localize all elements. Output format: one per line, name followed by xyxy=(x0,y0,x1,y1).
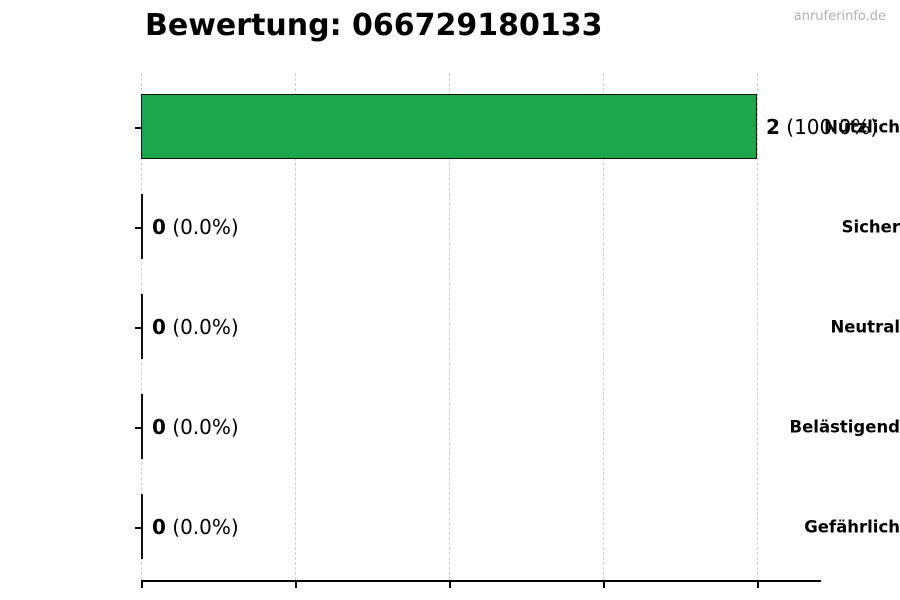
y-axis-label-sicher: Sicher xyxy=(841,217,900,237)
page-title: Bewertung: 066729180133 xyxy=(145,8,603,43)
x-axis-tick xyxy=(449,581,451,588)
data-label-count: 0 xyxy=(152,415,166,439)
y-axis-label-belaestigend: Belästigend xyxy=(789,417,900,437)
data-label-count: 2 xyxy=(766,115,780,139)
data-label-neutral: 0 (0.0%) xyxy=(152,315,239,339)
data-label-percent: (100.0%) xyxy=(786,115,879,139)
y-axis-label-nuetzlich: Nützlich xyxy=(824,117,900,137)
data-label-count: 0 xyxy=(152,515,166,539)
bar-neutral[interactable] xyxy=(141,294,143,359)
y-axis-tick xyxy=(135,127,141,129)
y-axis-label-gefaehrlich: Gefährlich xyxy=(804,517,900,537)
data-label-percent: (0.0%) xyxy=(172,315,239,339)
x-axis-tick xyxy=(295,581,297,588)
x-axis-tick xyxy=(141,581,143,588)
gridline xyxy=(757,73,758,580)
data-label-percent: (0.0%) xyxy=(172,515,239,539)
y-axis-tick xyxy=(135,327,141,329)
bar-nuetzlich[interactable] xyxy=(141,94,757,159)
data-label-sicher: 0 (0.0%) xyxy=(152,215,239,239)
bar-sicher[interactable] xyxy=(141,194,143,259)
data-label-belaestigend: 0 (0.0%) xyxy=(152,415,239,439)
bar-gefaehrlich[interactable] xyxy=(141,494,143,559)
watermark-anruferinfo: anruferinfo.de xyxy=(793,9,886,24)
data-label-percent: (0.0%) xyxy=(172,415,239,439)
gridline xyxy=(603,73,604,580)
x-axis-tick xyxy=(603,581,605,588)
y-axis-tick xyxy=(135,227,141,229)
data-label-nuetzlich: 2 (100.0%) xyxy=(766,115,878,139)
y-axis-label-neutral: Neutral xyxy=(830,317,900,337)
gridline xyxy=(449,73,450,580)
bar-belaestigend[interactable] xyxy=(141,394,143,459)
x-axis-line xyxy=(141,580,821,582)
data-label-count: 0 xyxy=(152,315,166,339)
y-axis-tick xyxy=(135,527,141,529)
data-label-count: 0 xyxy=(152,215,166,239)
x-axis-tick xyxy=(757,581,759,588)
y-axis-tick xyxy=(135,427,141,429)
gridline xyxy=(295,73,296,580)
plot-area xyxy=(141,73,758,580)
data-label-percent: (0.0%) xyxy=(172,215,239,239)
data-label-gefaehrlich: 0 (0.0%) xyxy=(152,515,239,539)
